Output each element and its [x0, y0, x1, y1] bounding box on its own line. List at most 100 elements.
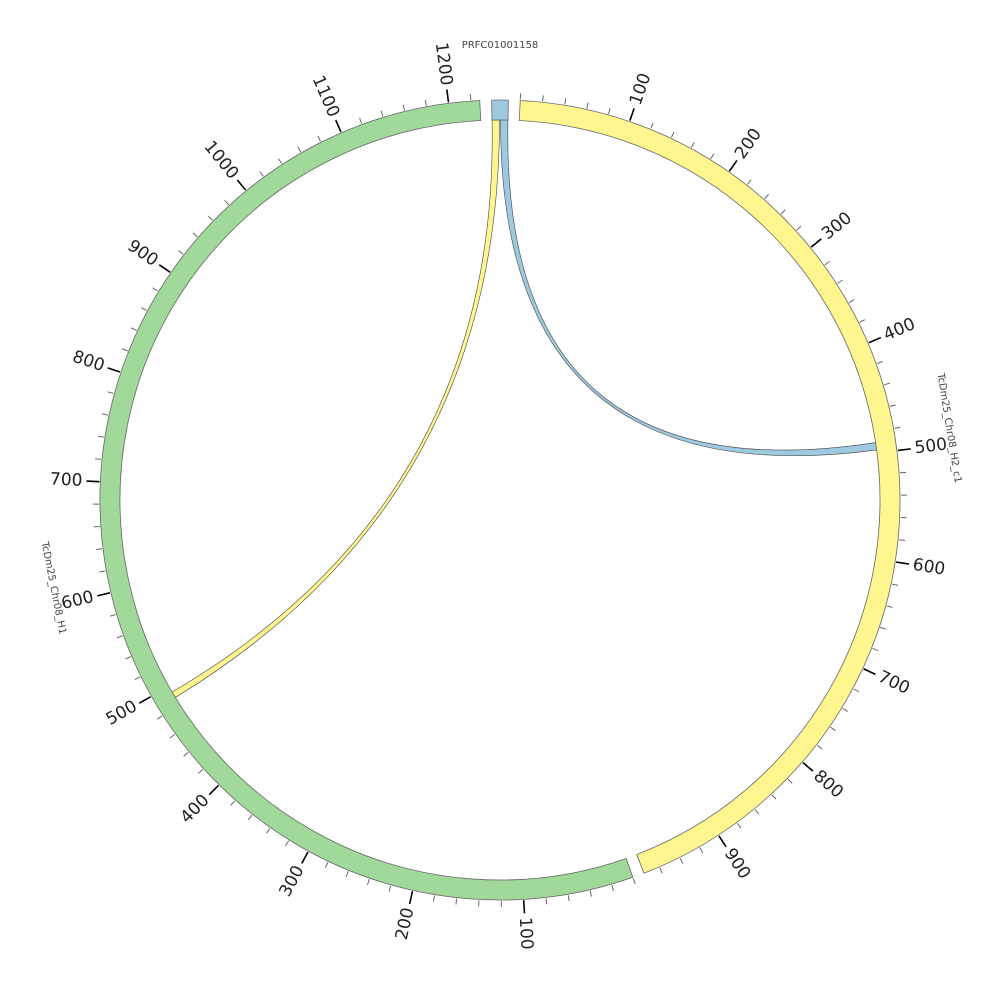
minor-tick: [260, 171, 264, 176]
major-tick: [237, 180, 245, 190]
tick-label: 400: [177, 791, 214, 828]
minor-tick: [381, 111, 383, 117]
minor-tick: [153, 288, 158, 291]
tick-label: 500: [103, 696, 141, 729]
minor-tick: [98, 436, 104, 437]
minor-tick: [747, 180, 751, 185]
minor-tick: [890, 405, 896, 406]
major-tick: [729, 160, 736, 171]
major-tick: [97, 593, 110, 596]
minor-tick: [325, 862, 328, 867]
minor-tick: [837, 280, 842, 283]
major-tick: [896, 562, 909, 564]
minor-tick: [318, 136, 321, 141]
minor-tick: [860, 320, 865, 323]
major-tick: [209, 785, 218, 794]
minor-tick: [633, 878, 635, 884]
minor-tick: [403, 105, 404, 111]
major-tick: [630, 108, 634, 120]
minor-tick: [456, 899, 457, 905]
minor-tick: [157, 716, 162, 719]
minor-tick: [135, 677, 140, 680]
minor-tick: [737, 823, 741, 828]
minor-tick: [298, 147, 301, 152]
minor-tick: [131, 328, 136, 331]
minor-tick: [95, 459, 101, 460]
minor-tick: [96, 549, 102, 550]
segment-name: PRFC01001158: [462, 40, 539, 51]
minor-tick: [389, 886, 391, 892]
tick-label: 1100: [308, 73, 344, 121]
minor-tick: [425, 100, 426, 106]
link: [172, 120, 499, 697]
tick-label: 100: [515, 917, 537, 951]
segment-name: TcDm25_Chr08_H1: [38, 540, 67, 635]
minor-tick: [772, 795, 776, 799]
tick-label: 300: [276, 862, 309, 900]
major-tick: [719, 836, 726, 847]
tick-label: 100: [626, 71, 655, 108]
tick-label: 600: [59, 587, 95, 614]
minor-tick: [880, 627, 886, 629]
minor-tick: [660, 868, 662, 874]
major-tick: [410, 891, 413, 904]
minor-tick: [817, 745, 822, 749]
major-tick: [139, 697, 150, 703]
minor-tick: [691, 142, 694, 147]
tick-label: 400: [881, 314, 919, 345]
segment-name: TcDm25_Chr08_H2_c1: [934, 372, 963, 484]
minor-tick: [122, 349, 128, 351]
major-tick: [864, 669, 876, 674]
minor-tick: [141, 308, 146, 311]
minor-tick: [680, 858, 683, 863]
tick-label: 700: [875, 667, 913, 699]
tick-label: 200: [392, 906, 419, 942]
minor-tick: [590, 891, 591, 897]
minor-tick: [184, 752, 189, 756]
minor-tick: [765, 194, 769, 199]
minor-tick: [671, 132, 674, 137]
minor-tick: [360, 118, 362, 124]
minor-tick: [887, 606, 893, 608]
minor-tick: [651, 123, 653, 129]
tick-label: 900: [124, 236, 162, 271]
minor-tick: [266, 828, 269, 833]
minor-tick: [278, 159, 281, 164]
minor-tick: [700, 848, 703, 853]
tick-label: 200: [731, 125, 766, 163]
minor-tick: [568, 895, 569, 901]
minor-tick: [788, 779, 792, 783]
major-tick: [336, 120, 341, 132]
tick-label: 300: [818, 208, 856, 244]
minor-tick: [755, 809, 759, 814]
major-tick: [524, 900, 525, 913]
major-tick: [108, 368, 120, 372]
minor-tick: [884, 383, 890, 385]
minor-tick: [108, 392, 114, 394]
minor-tick: [543, 95, 544, 101]
minor-tick: [208, 216, 212, 220]
minor-tick: [99, 571, 105, 572]
major-tick: [302, 852, 308, 863]
minor-tick: [117, 636, 123, 638]
tick-label: 500: [914, 434, 949, 458]
major-tick: [803, 763, 813, 772]
minor-tick: [285, 841, 288, 846]
tick-label: 700: [50, 469, 83, 490]
tick-label: 900: [720, 845, 754, 883]
minor-tick: [587, 103, 588, 109]
minor-tick: [609, 108, 611, 114]
minor-tick: [830, 727, 835, 730]
major-tick: [811, 239, 821, 247]
minor-tick: [248, 815, 252, 820]
minor-tick: [231, 801, 235, 805]
minor-tick: [892, 584, 898, 585]
minor-tick: [854, 689, 859, 692]
minor-tick: [612, 885, 614, 891]
minor-tick: [367, 879, 369, 885]
major-tick: [86, 481, 99, 482]
tick-label: 800: [70, 347, 107, 376]
tick-label: 1200: [431, 41, 456, 86]
